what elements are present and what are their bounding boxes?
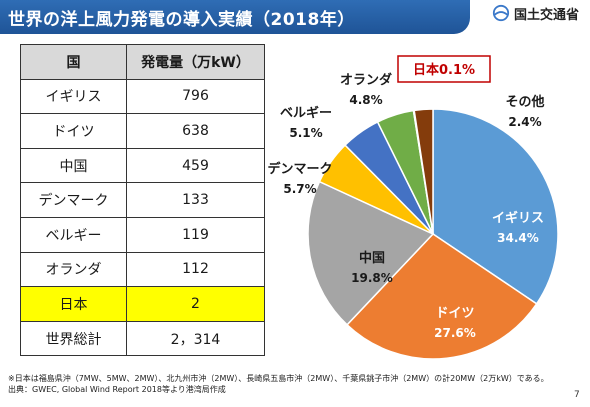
table-cell-country: イギリス [20,78,127,115]
ministry-name: 国土交通省 [514,7,580,23]
footnote: ※日本は福島県沖（7MW、5MW、2MW）、北九州市沖（2MW）、長崎県五島市沖… [8,373,578,395]
table-cell-value: 2，314 [126,320,265,357]
pie-label: その他 [505,94,544,110]
pie-value-label: 34.4% [497,231,539,245]
pie-chart: イギリス 34.4% ドイツ 27.6% 中国 19.8% デンマーク 5.7% ベルギー 5.1… [267,55,559,360]
table-cell-country: 世界総計 [20,320,127,357]
table-row: イギリス 796 [20,78,265,115]
pie-label: オランダ [340,72,392,88]
table-row-highlighted: 日本 2 [20,286,265,322]
pie-value-label: 27.6% [434,326,476,340]
pie-label: 中国 [359,250,385,266]
table-row-total: 世界総計 2，314 [20,320,265,357]
ministry-logo-icon [492,4,510,22]
table-cell-value: 119 [126,216,265,253]
page-title: 世界の洋上風力発電の導入実績（2018年） [8,10,355,30]
table-cell-value: 638 [126,113,265,149]
pie-value-label: 2.4% [508,115,541,129]
pie-label-japan: 日本0.1% [413,62,475,78]
pie-value-label: 19.8% [351,271,393,285]
table-cell-country: デンマーク [20,182,127,218]
pie-value-label: 5.7% [283,182,316,196]
table-cell-country: ドイツ [20,113,127,149]
table-cell-value: 796 [126,78,265,115]
table-cell-country: オランダ [20,251,127,288]
table-cell-country: 中国 [20,147,127,184]
table-row: ドイツ 638 [20,113,265,149]
table-row: 中国 459 [20,147,265,184]
pie-value-label: 4.8% [349,93,382,107]
pie-slice [432,108,559,305]
footnote-source: 出典：GWEC, Global Wind Report 2018等より港湾局作成 [8,385,226,394]
table-row: ベルギー 119 [20,216,265,253]
pie-label: イギリス [492,210,544,226]
ministry-brand: 国土交通省 [492,3,579,23]
capacity-table: 国 発電量（万kW） イギリス 796 ドイツ 638 中国 459 デンマーク… [20,44,265,357]
column-header-country: 国 [20,44,127,80]
pie-label: ベルギー [280,105,332,121]
page-number: 7 [574,390,580,400]
pie-slice [307,180,435,326]
column-header-capacity: 発電量（万kW） [126,44,265,80]
table-header-row: 国 発電量（万kW） [20,44,265,80]
pie-label: ドイツ [435,306,474,321]
footnote-note: ※日本は福島県沖（7MW、5MW、2MW）、北九州市沖（2MW）、長崎県五島市沖… [8,374,549,383]
pie-slice [413,108,434,235]
pie-value-label: 5.1% [289,126,322,140]
table-cell-value: 2 [126,286,265,322]
table-cell-value: 112 [126,251,265,288]
pie-slice [346,233,538,360]
pie-label: デンマーク [267,161,332,177]
table-row: デンマーク 133 [20,182,265,218]
japan-callout-box [397,55,491,83]
title-bar: 世界の洋上風力発電の導入実績（2018年） [0,0,470,34]
table-row: オランダ 112 [20,251,265,288]
table-cell-country: ベルギー [20,216,127,253]
table-cell-country: 日本 [20,286,127,322]
table-cell-value: 459 [126,147,265,184]
table-cell-value: 133 [126,182,265,218]
